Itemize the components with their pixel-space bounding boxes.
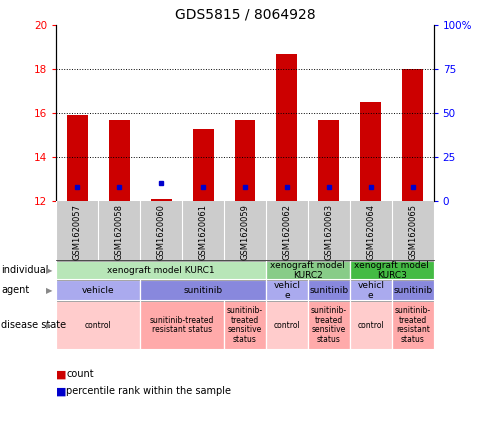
- Text: xenograft model
KURC3: xenograft model KURC3: [354, 261, 429, 280]
- Text: ▶: ▶: [47, 321, 53, 330]
- Text: disease state: disease state: [1, 320, 66, 330]
- Text: sunitinib-
treated
sensitive
status: sunitinib- treated sensitive status: [227, 306, 263, 344]
- Text: vehicl
e: vehicl e: [357, 281, 384, 299]
- Bar: [276, 54, 297, 201]
- Text: sunitinib-
treated
resistant
status: sunitinib- treated resistant status: [394, 306, 431, 344]
- Text: GSM1620059: GSM1620059: [241, 204, 249, 260]
- Bar: [402, 69, 423, 201]
- Text: sunitinib: sunitinib: [184, 286, 222, 295]
- Bar: [392, 280, 434, 300]
- Text: GSM1620062: GSM1620062: [282, 204, 292, 260]
- Text: sunitinib: sunitinib: [393, 286, 432, 295]
- Bar: [266, 301, 308, 349]
- Bar: [308, 280, 350, 300]
- Bar: [224, 301, 266, 349]
- Text: individual: individual: [1, 265, 49, 275]
- Text: GSM1620058: GSM1620058: [115, 204, 124, 260]
- Text: GSM1620061: GSM1620061: [198, 204, 208, 260]
- Text: vehicle: vehicle: [82, 286, 115, 295]
- Bar: [67, 115, 88, 201]
- Text: control: control: [85, 321, 112, 330]
- Bar: [56, 301, 140, 349]
- Bar: [266, 280, 308, 300]
- Bar: [308, 301, 350, 349]
- Bar: [56, 261, 266, 279]
- Text: ■: ■: [56, 369, 67, 379]
- Text: ▶: ▶: [47, 266, 53, 275]
- Bar: [350, 261, 434, 279]
- Bar: [360, 102, 381, 201]
- Text: ▶: ▶: [47, 286, 53, 295]
- Text: GSM1620063: GSM1620063: [324, 204, 333, 260]
- Text: sunitinib: sunitinib: [309, 286, 348, 295]
- Bar: [266, 261, 350, 279]
- Bar: [56, 280, 140, 300]
- Bar: [392, 301, 434, 349]
- Text: sunitinib-
treated
sensitive
status: sunitinib- treated sensitive status: [311, 306, 347, 344]
- Bar: [318, 120, 339, 201]
- Text: ■: ■: [56, 386, 67, 396]
- Bar: [350, 280, 392, 300]
- Bar: [193, 129, 214, 201]
- Text: sunitinib-treated
resistant status: sunitinib-treated resistant status: [150, 316, 214, 335]
- Text: GSM1620064: GSM1620064: [366, 204, 375, 260]
- Text: GSM1620060: GSM1620060: [157, 204, 166, 260]
- Text: control: control: [273, 321, 300, 330]
- Bar: [350, 301, 392, 349]
- Text: GSM1620057: GSM1620057: [73, 204, 82, 260]
- Bar: [151, 199, 171, 201]
- Text: xenograft model
KURC2: xenograft model KURC2: [270, 261, 345, 280]
- Text: count: count: [66, 369, 94, 379]
- Text: vehicl
e: vehicl e: [273, 281, 300, 299]
- Bar: [109, 120, 130, 201]
- Text: percentile rank within the sample: percentile rank within the sample: [66, 386, 231, 396]
- Bar: [140, 280, 266, 300]
- Text: control: control: [357, 321, 384, 330]
- Title: GDS5815 / 8064928: GDS5815 / 8064928: [175, 8, 315, 22]
- Text: agent: agent: [1, 285, 29, 295]
- Bar: [235, 120, 255, 201]
- Bar: [140, 301, 224, 349]
- Text: GSM1620065: GSM1620065: [408, 204, 417, 260]
- Text: xenograft model KURC1: xenograft model KURC1: [107, 266, 215, 275]
